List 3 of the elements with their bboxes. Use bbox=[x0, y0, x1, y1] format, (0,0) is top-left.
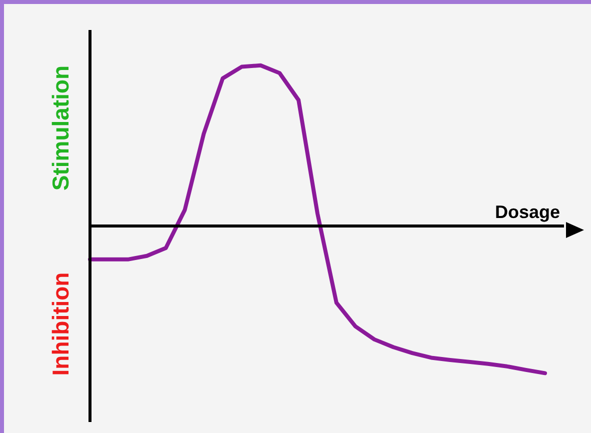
text: Inhibition bbox=[47, 272, 74, 376]
text: Stimulation bbox=[47, 65, 74, 191]
x-axis-title: Dosage bbox=[494, 202, 560, 222]
